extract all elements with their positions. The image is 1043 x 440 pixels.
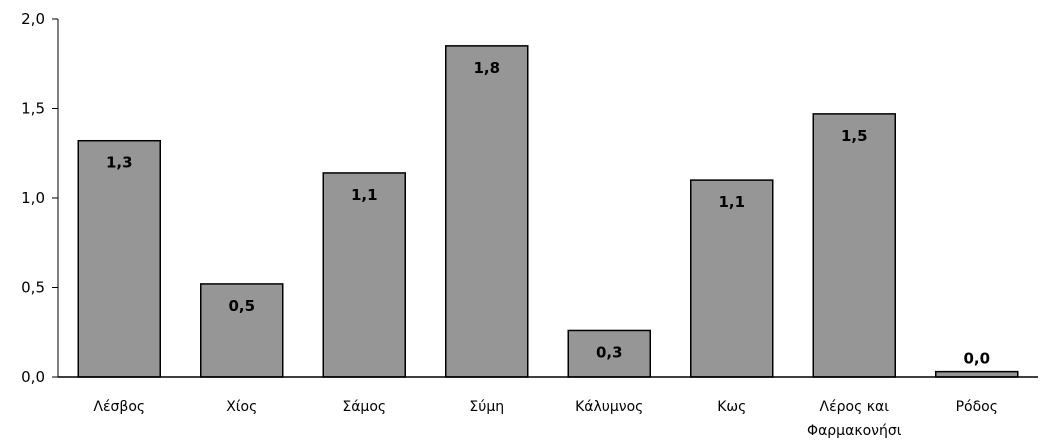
- y-tick-label: 1,0: [21, 189, 45, 207]
- x-category-label: Λέρος και: [820, 399, 890, 415]
- y-tick-label: 0,0: [21, 368, 45, 386]
- y-tick-label: 2,0: [21, 10, 45, 28]
- bar-6: [690, 179, 774, 378]
- x-category-label: Σάμος: [342, 399, 386, 415]
- data-label: 1,1: [718, 193, 745, 211]
- x-category-label: Φαρμακονήσι: [807, 423, 902, 439]
- bar-5: [567, 329, 651, 378]
- x-category-label: Σύμη: [469, 399, 504, 415]
- bar-1: [77, 139, 161, 378]
- x-category-label: Λέσβος: [93, 399, 145, 415]
- y-tick-label: 0,5: [21, 279, 45, 297]
- x-category-label: Ρόδος: [956, 399, 998, 415]
- data-label: 1,8: [473, 59, 500, 77]
- x-category-label: Χίος: [226, 399, 257, 415]
- bar-4: [445, 45, 529, 378]
- data-label: 1,3: [106, 154, 133, 172]
- data-label: 0,3: [596, 343, 623, 361]
- data-label: 1,5: [841, 127, 868, 145]
- bar-3: [322, 172, 406, 378]
- y-tick-label: 1,5: [21, 100, 45, 118]
- data-label: 0,5: [228, 297, 255, 315]
- bar-7: [812, 113, 896, 378]
- data-label: 0,0: [963, 350, 990, 368]
- x-category-label: Κως: [717, 399, 746, 415]
- x-category-label: Κάλυμνος: [575, 399, 643, 415]
- data-label: 1,1: [351, 186, 378, 204]
- bar-8: [935, 370, 1019, 378]
